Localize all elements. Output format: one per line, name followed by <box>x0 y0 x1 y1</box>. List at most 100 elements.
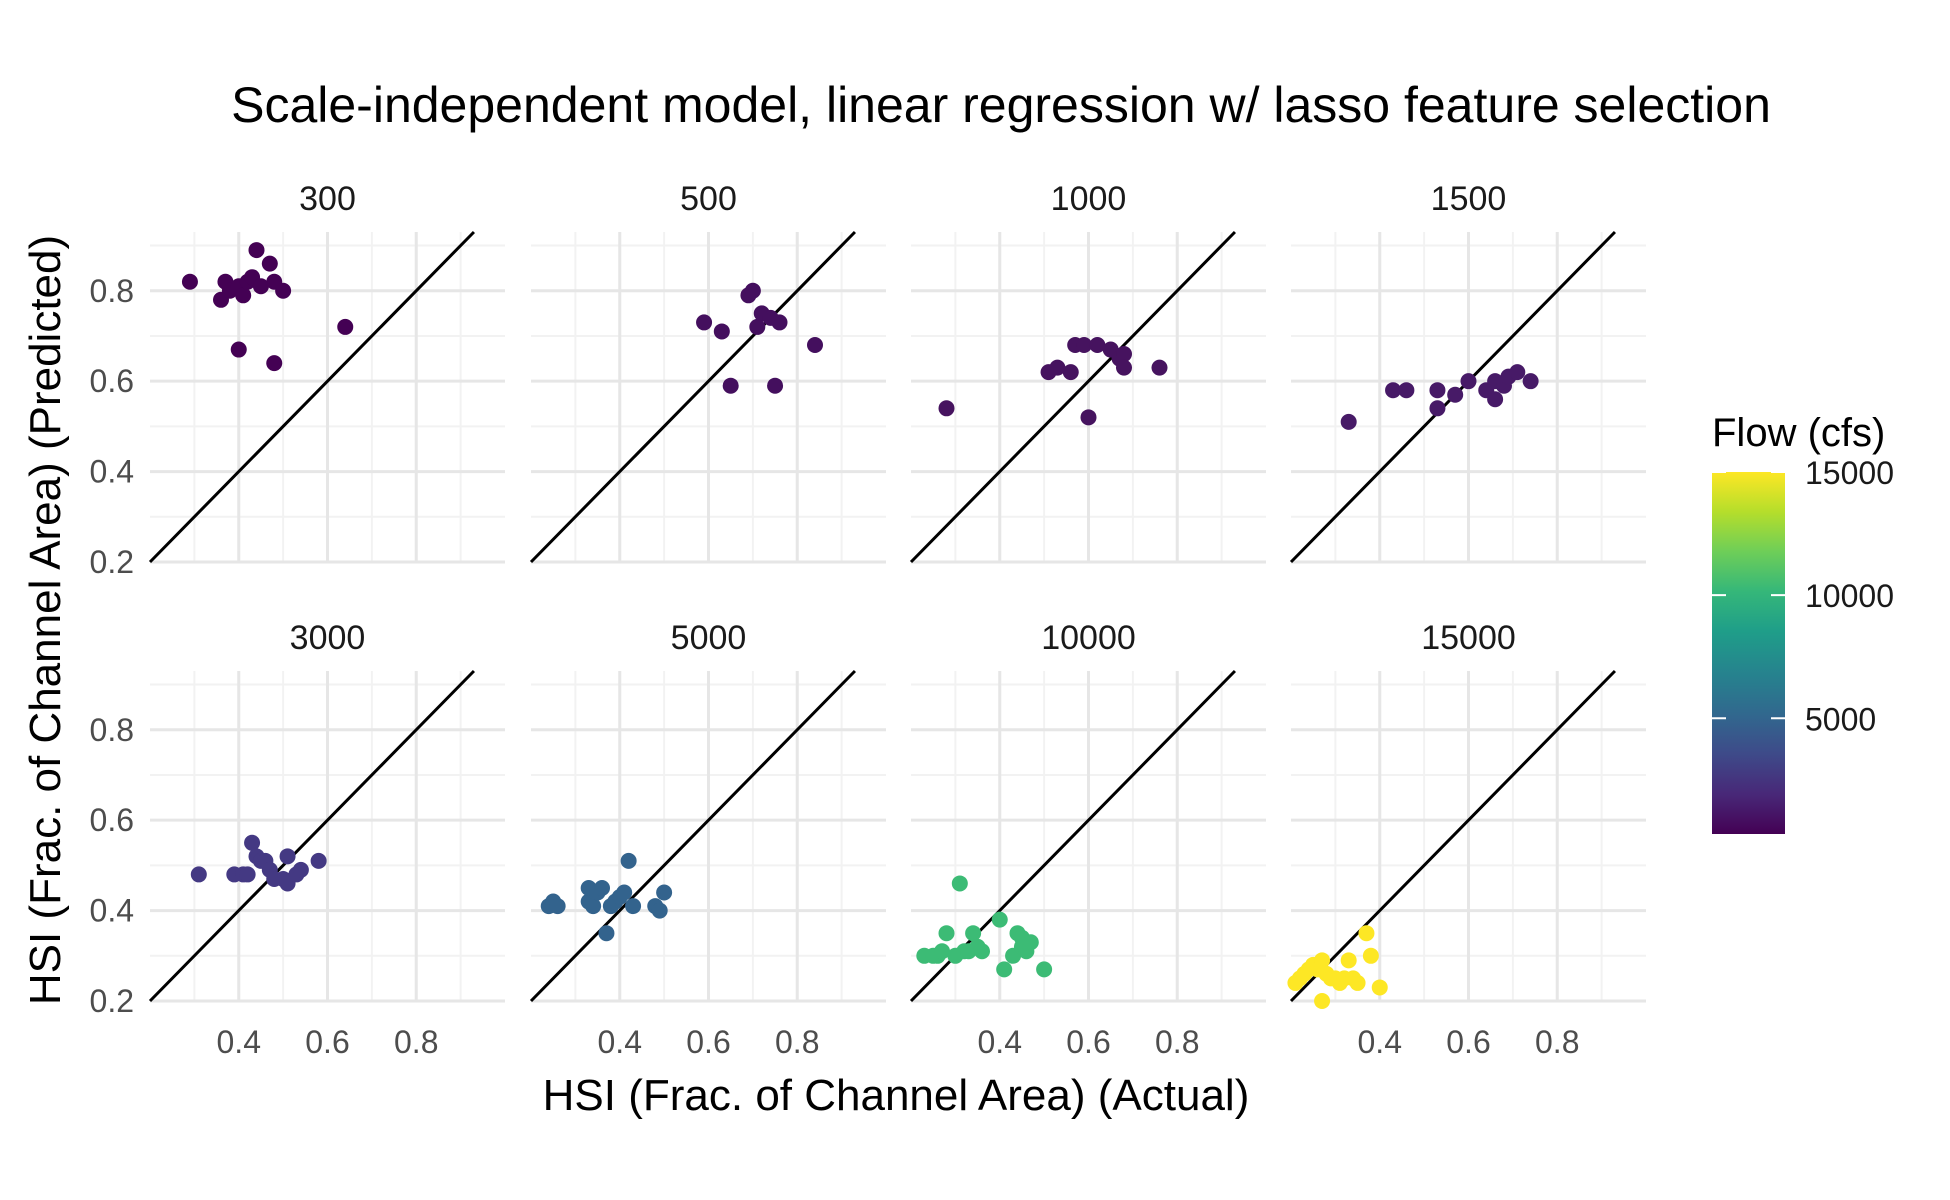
data-point <box>965 925 982 942</box>
data-point <box>252 278 269 295</box>
reference-line <box>148 230 476 564</box>
legend-colorbar <box>1712 472 1785 834</box>
data-point <box>991 911 1008 928</box>
data-point <box>1398 382 1415 399</box>
data-point <box>1460 373 1477 390</box>
y-tick-label: 0.4 <box>90 893 134 929</box>
facet-panel: 10000 0.4 0.6 0.8 <box>909 619 1266 1060</box>
legend-tick-label: 15000 <box>1805 455 1894 491</box>
data-point <box>337 318 354 335</box>
x-tick-label: 0.6 <box>686 1024 730 1060</box>
data-point <box>996 961 1013 978</box>
data-point <box>1049 359 1066 376</box>
data-point <box>1022 934 1039 951</box>
data-point <box>549 898 566 915</box>
y-tick-label: 0.8 <box>90 712 134 748</box>
x-tick-label: 0.4 <box>217 1024 261 1060</box>
facet-label: 1000 <box>1051 180 1127 218</box>
data-point <box>1116 346 1132 363</box>
data-point <box>1429 382 1446 399</box>
facet-label: 15000 <box>1421 619 1516 657</box>
data-point <box>625 898 642 915</box>
data-point <box>713 323 730 340</box>
data-point <box>190 866 207 883</box>
data-point <box>1151 359 1168 376</box>
data-point <box>771 314 788 331</box>
data-point <box>310 852 327 869</box>
data-point <box>594 879 610 896</box>
facet-label: 500 <box>680 180 737 218</box>
data-point <box>261 255 278 272</box>
legend-tick-label: 5000 <box>1805 701 1876 737</box>
x-tick-label: 0.6 <box>1066 1024 1110 1060</box>
facet-label: 10000 <box>1041 619 1136 657</box>
data-point <box>1076 337 1093 354</box>
x-axis-label: HSI (Frac. of Channel Area) (Actual) <box>543 1071 1250 1120</box>
facet-panel: 1000 <box>909 180 1266 564</box>
data-point <box>1036 961 1053 978</box>
x-tick-label: 0.4 <box>598 1024 642 1060</box>
legend-ticks: 5000 10000 15000 <box>1712 455 1894 737</box>
data-point <box>722 377 739 394</box>
x-tick-label: 0.4 <box>1358 1024 1402 1060</box>
data-point <box>1062 364 1079 381</box>
facet-panel: 300 0.2 0.4 0.6 0.8 <box>90 180 505 580</box>
data-point <box>744 282 761 299</box>
data-point <box>934 943 951 960</box>
data-point <box>1340 952 1357 969</box>
x-tick-label: 0.4 <box>978 1024 1022 1060</box>
data-point <box>279 848 296 865</box>
data-point <box>1349 974 1366 991</box>
y-tick-label: 0.8 <box>90 273 134 309</box>
data-point <box>1362 947 1379 964</box>
facet-label: 1500 <box>1431 180 1507 218</box>
x-tick-label: 0.6 <box>305 1024 349 1060</box>
data-point <box>1116 359 1132 376</box>
y-tick-label: 0.6 <box>90 363 134 399</box>
facet-panels: 300 0.2 0.4 0.6 0.8 500 1000 1500 3000 0.2 0.4 0.6 0… <box>90 180 1646 1060</box>
legend-title: Flow (cfs) <box>1712 411 1885 455</box>
data-point <box>1358 925 1375 942</box>
data-point <box>248 242 265 259</box>
data-point <box>620 852 637 869</box>
data-point <box>275 282 292 299</box>
data-point <box>181 273 198 290</box>
data-point <box>656 884 673 901</box>
data-point <box>1522 373 1539 390</box>
data-point <box>1080 409 1097 426</box>
y-tick-label: 0.6 <box>90 802 134 838</box>
data-point <box>1340 413 1357 430</box>
data-point <box>1429 400 1446 417</box>
data-point <box>1487 391 1504 408</box>
x-tick-label: 0.8 <box>1535 1024 1579 1060</box>
y-tick-label: 0.2 <box>90 544 134 580</box>
facet-label: 300 <box>299 180 356 218</box>
data-point <box>974 943 990 960</box>
data-point <box>266 355 283 372</box>
reference-line <box>909 230 1237 564</box>
x-tick-label: 0.6 <box>1446 1024 1490 1060</box>
data-point <box>1314 993 1331 1009</box>
x-tick-label: 0.8 <box>775 1024 819 1060</box>
facet-panel: 5000 0.4 0.6 0.8 <box>529 619 886 1060</box>
data-point <box>749 318 766 335</box>
facet-label: 3000 <box>290 619 366 657</box>
y-tick-label: 0.4 <box>90 454 134 490</box>
data-point <box>767 377 784 394</box>
data-point <box>292 861 309 878</box>
data-point <box>1314 952 1331 969</box>
data-point <box>585 898 602 915</box>
facet-label: 5000 <box>671 619 747 657</box>
x-tick-label: 0.8 <box>394 1024 438 1060</box>
facet-panel: 3000 0.2 0.4 0.6 0.8 0.4 0.6 0.8 <box>90 619 505 1060</box>
data-point <box>651 902 668 919</box>
legend-tick-label: 10000 <box>1805 578 1894 614</box>
reference-line <box>529 230 857 564</box>
data-point <box>598 925 615 942</box>
data-point <box>1089 337 1106 354</box>
color-legend: Flow (cfs) 5000 10000 15000 <box>1712 411 1894 834</box>
data-point <box>1371 979 1388 996</box>
facet-panel: 15000 0.4 0.6 0.8 <box>1287 619 1646 1060</box>
data-point <box>938 400 955 417</box>
